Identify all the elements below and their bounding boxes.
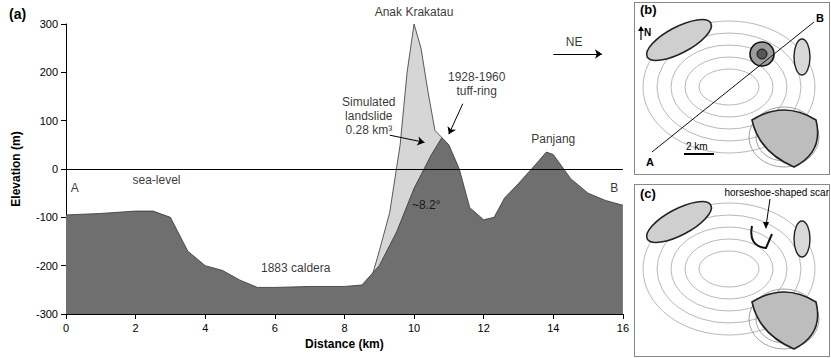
svg-text:tuff-ring: tuff-ring [456,84,496,98]
svg-text:horseshoe-shaped scar: horseshoe-shaped scar [724,187,829,198]
svg-text:(c): (c) [640,186,656,201]
svg-text:0.28 km³: 0.28 km³ [345,123,392,137]
svg-text:-100: -100 [36,211,58,223]
svg-text:Panjang: Panjang [531,132,575,146]
svg-text:0: 0 [63,322,69,334]
svg-text:(b): (b) [640,2,657,17]
svg-text:Distance (km): Distance (km) [305,337,384,351]
svg-text:100: 100 [40,115,58,127]
svg-text:2 km: 2 km [686,141,708,152]
svg-text:12: 12 [478,322,490,334]
svg-text:1928-1960: 1928-1960 [448,70,506,84]
svg-text:1883 caldera: 1883 caldera [261,261,331,275]
svg-text:Elevation (m): Elevation (m) [9,131,23,206]
svg-text:B: B [610,181,618,195]
svg-text:Simulated: Simulated [342,95,395,109]
svg-text:4: 4 [202,322,208,334]
svg-text:10: 10 [408,322,420,334]
svg-text:~8.2°: ~8.2° [412,198,441,212]
svg-text:B: B [816,12,824,24]
svg-text:200: 200 [40,66,58,78]
svg-text:14: 14 [547,322,559,334]
svg-text:N: N [644,27,651,38]
svg-text:6: 6 [272,322,278,334]
svg-text:A: A [646,156,654,168]
svg-text:Anak Krakatau: Anak Krakatau [375,5,454,19]
svg-text:A: A [71,181,79,195]
svg-text:NE: NE [566,35,583,49]
svg-text:8: 8 [341,322,347,334]
svg-text:-300: -300 [36,308,58,320]
svg-text:16: 16 [617,322,629,334]
svg-text:landslide: landslide [345,109,393,123]
svg-text:sea-level: sea-level [132,173,180,187]
svg-text:(a): (a) [9,6,26,22]
svg-text:300: 300 [40,18,58,30]
svg-text:0: 0 [52,163,58,175]
svg-text:2: 2 [133,322,139,334]
svg-text:-200: -200 [36,260,58,272]
